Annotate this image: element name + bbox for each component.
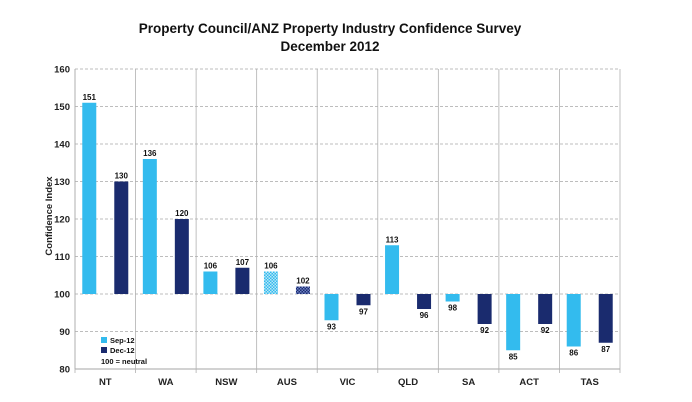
y-axis-ticks: 80 90 100 110 120 130 140 150 160 <box>54 65 70 376</box>
x-axis-ticks: NT WA NSW AUS VIC QLD SA ACT TAS <box>99 377 599 388</box>
bar-nt-sep-12 <box>82 102 97 294</box>
bar-act-sep-12 <box>506 294 521 351</box>
data-label: 96 <box>420 311 429 320</box>
bar-qld-sep-12 <box>385 245 400 294</box>
bar-vic-dec-12 <box>356 294 371 306</box>
x-tick-label: QLD <box>398 377 418 388</box>
data-labels: 151 130 136 120 106 107 106 102 93 97 113 96 98 92 85 9… <box>83 93 611 362</box>
data-label: 93 <box>327 322 336 331</box>
y-axis-label: Confidence Index <box>44 176 55 256</box>
x-tick-label: NSW <box>215 377 237 388</box>
x-tick-label: NT <box>99 377 112 388</box>
x-tick-label: WA <box>158 377 173 388</box>
data-label: 98 <box>448 304 457 313</box>
y-tick-label: 110 <box>55 252 70 263</box>
bar-tas-sep-12 <box>566 294 581 347</box>
legend-swatch-sep-12 <box>101 337 107 343</box>
data-label: 102 <box>296 277 310 286</box>
legend-label-sep-12: Sep-12 <box>110 336 135 345</box>
bar-nsw-sep-12 <box>203 271 218 294</box>
bar-wa-sep-12 <box>142 159 157 294</box>
bar-wa-dec-12 <box>174 219 189 294</box>
bar-aus-dec-12 <box>295 286 310 294</box>
bar-aus-sep-12 <box>263 271 278 294</box>
y-tick-label: 120 <box>54 215 70 226</box>
bar-nsw-dec-12 <box>235 267 250 294</box>
y-tick-label: 130 <box>54 177 70 188</box>
gridlines <box>74 68 621 373</box>
y-tick-label: 80 <box>59 365 70 376</box>
bar-sa-dec-12 <box>477 294 492 324</box>
legend-label-dec-12: Dec-12 <box>110 346 135 355</box>
x-tick-label: VIC <box>340 377 356 388</box>
data-label: 151 <box>83 93 97 102</box>
x-tick-label: TAS <box>581 377 599 388</box>
bar-qld-dec-12 <box>417 294 432 309</box>
legend-swatch-dec-12 <box>101 347 107 353</box>
data-label: 130 <box>115 172 129 181</box>
y-tick-label: 100 <box>54 290 70 301</box>
bar-nt-dec-12 <box>114 181 129 294</box>
bar-vic-sep-12 <box>324 294 339 321</box>
data-label: 107 <box>236 258 250 267</box>
data-label: 92 <box>541 326 550 335</box>
x-tick-label: ACT <box>519 377 539 388</box>
data-label: 136 <box>143 149 157 158</box>
data-label: 87 <box>601 345 610 354</box>
data-label: 97 <box>359 307 368 316</box>
data-label: 106 <box>204 262 218 271</box>
chart-title: Property Council/ANZ Property Industry C… <box>139 21 522 36</box>
legend-neutral-note: 100 = neutral <box>101 357 147 366</box>
y-tick-label: 160 <box>54 65 70 76</box>
bars <box>82 102 613 351</box>
x-tick-label: SA <box>462 377 475 388</box>
data-label: 106 <box>264 262 278 271</box>
y-tick-label: 90 <box>59 327 70 338</box>
bar-act-dec-12 <box>538 294 553 324</box>
data-label: 120 <box>175 209 189 218</box>
bar-sa-sep-12 <box>445 294 460 302</box>
data-label: 92 <box>480 326 489 335</box>
data-label: 85 <box>509 352 518 361</box>
data-label: 86 <box>569 349 578 358</box>
legend: Sep-12 Dec-12 100 = neutral <box>101 336 147 366</box>
y-tick-label: 140 <box>54 140 70 151</box>
bar-tas-dec-12 <box>598 294 613 343</box>
chart-subtitle: December 2012 <box>280 39 379 54</box>
x-tick-label: AUS <box>277 377 297 388</box>
data-label: 113 <box>386 235 399 244</box>
y-tick-label: 150 <box>54 102 70 113</box>
